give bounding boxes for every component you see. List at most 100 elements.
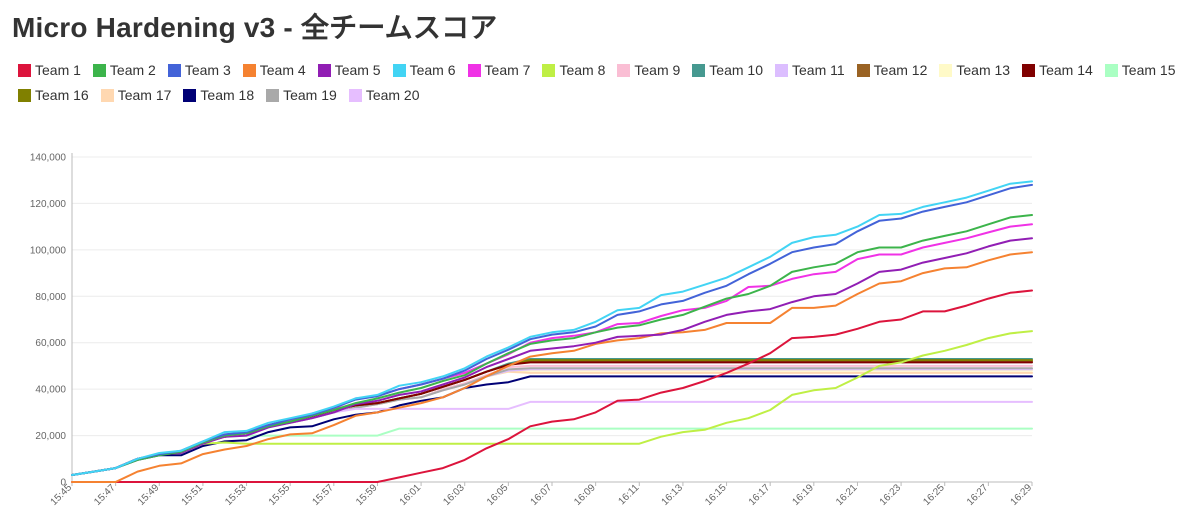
- legend-swatch: [392, 63, 406, 77]
- legend-label: Team 18: [200, 87, 255, 103]
- x-tick-label: 15:57: [310, 482, 336, 508]
- legend-swatch: [18, 88, 31, 102]
- legend-swatch: [348, 88, 362, 102]
- x-tick-label: 16:07: [529, 482, 555, 508]
- series-line: [71, 180, 1033, 476]
- series-line: [71, 214, 1033, 476]
- y-tick-label: 40,000: [35, 385, 66, 396]
- legend-swatch: [18, 63, 31, 77]
- x-tick-label: 16:27: [965, 482, 991, 508]
- legend-item[interactable]: Team 5: [317, 62, 381, 78]
- x-tick-label: 16:17: [747, 482, 773, 508]
- x-tick-label: 15:59: [354, 482, 380, 508]
- legend-label: Team 16: [35, 87, 89, 103]
- legend-label: Team 20: [365, 87, 420, 103]
- legend-swatch: [542, 63, 556, 77]
- legend-item[interactable]: Team 11: [775, 62, 845, 78]
- series-line: [71, 370, 1033, 476]
- legend-label: Team 14: [1039, 62, 1093, 78]
- series-line: [71, 289, 1033, 483]
- y-tick-label: 100,000: [30, 245, 67, 256]
- legend-label: Team 2: [109, 62, 156, 78]
- chart-title: Micro Hardening v3 - 全チームスコア: [12, 12, 498, 43]
- x-tick-label: 16:05: [485, 482, 511, 508]
- legend-label: Team 4: [259, 62, 306, 78]
- series-line: [71, 360, 1033, 476]
- y-tick-label: 0: [60, 478, 66, 489]
- y-tick-label: 140,000: [30, 153, 67, 164]
- x-tick-label: 16:25: [921, 482, 947, 508]
- legend-item[interactable]: Team 18: [183, 87, 254, 103]
- legend-swatch: [617, 63, 631, 77]
- legend-item[interactable]: Team 15: [1104, 62, 1176, 78]
- x-tick-label: 16:09: [572, 482, 598, 508]
- x-tick-label: 16:29: [1009, 482, 1035, 508]
- legend-swatch: [939, 63, 953, 77]
- x-tick-label: 16:13: [660, 482, 686, 508]
- legend-swatch: [317, 63, 331, 77]
- y-tick-label: 20,000: [35, 431, 66, 442]
- series-line: [71, 330, 1033, 476]
- legend-item[interactable]: Team 8: [542, 62, 605, 78]
- legend-label: Team 12: [873, 62, 928, 78]
- x-tick-label: 16:03: [441, 482, 467, 508]
- x-tick-label: 16:23: [878, 482, 904, 508]
- x-tick-label: 16:19: [790, 482, 816, 508]
- legend-swatch: [467, 63, 481, 77]
- legend-label: Team 6: [409, 62, 456, 78]
- x-tick-label: 15:49: [136, 482, 162, 508]
- series-line: [71, 375, 1033, 476]
- x-tick-label: 16:01: [398, 482, 424, 508]
- series-line: [71, 364, 1033, 476]
- legend-swatch: [692, 63, 706, 77]
- legend-item[interactable]: Team 2: [92, 62, 156, 78]
- legend-label: Team 8: [559, 62, 606, 78]
- legend-swatch: [266, 88, 280, 102]
- legend-item[interactable]: Team 20: [348, 87, 420, 103]
- legend-item[interactable]: Team 12: [856, 62, 928, 78]
- legend-label: Team 19: [283, 87, 337, 103]
- legend-swatch: [167, 63, 181, 77]
- series-line: [71, 361, 1033, 476]
- legend-swatch: [242, 63, 256, 77]
- legend-label: Team 3: [184, 62, 231, 78]
- x-tick-label: 16:21: [834, 482, 860, 508]
- y-tick-label: 80,000: [35, 292, 66, 303]
- chart-legend: Team 1 Team 2 Team 3 Team 4 Team 5 Team 6 Team…: [18, 62, 1198, 103]
- x-tick-label: 15:51: [180, 482, 206, 508]
- legend-label: Team 1: [35, 62, 81, 78]
- legend-label: Team 5: [334, 62, 381, 78]
- series-line: [71, 251, 1033, 483]
- x-tick-label: 15:53: [223, 482, 249, 508]
- legend-swatch: [856, 63, 870, 77]
- legend-swatch: [775, 63, 788, 77]
- series-line: [71, 183, 1033, 476]
- legend-item[interactable]: Team 1: [18, 62, 81, 78]
- legend-swatch: [92, 63, 106, 77]
- legend-item[interactable]: Team 16: [18, 87, 89, 103]
- legend-item[interactable]: Team 13: [939, 62, 1010, 78]
- legend-item[interactable]: Team 9: [617, 62, 680, 78]
- legend-swatch: [100, 88, 114, 102]
- series-line: [71, 237, 1033, 476]
- legend-item[interactable]: Team 7: [467, 62, 530, 78]
- legend-label: Team 17: [117, 87, 172, 103]
- legend-label: Team 10: [709, 62, 763, 78]
- legend-label: Team 13: [956, 62, 1011, 78]
- x-tick-label: 15:47: [92, 482, 118, 508]
- y-tick-label: 60,000: [35, 338, 66, 349]
- legend-row: Team 1 Team 2 Team 3 Team 4 Team 5 Team 6 Team…: [18, 62, 1198, 103]
- legend-item[interactable]: Team 6: [392, 62, 456, 78]
- legend-item[interactable]: Team 3: [167, 62, 231, 78]
- legend-label: Team 15: [1121, 62, 1176, 78]
- legend-item[interactable]: Team 14: [1022, 62, 1093, 78]
- legend-label: Team 11: [792, 62, 845, 78]
- legend-item[interactable]: Team 19: [266, 87, 337, 103]
- legend-item[interactable]: Team 17: [100, 87, 172, 103]
- legend-item[interactable]: Team 10: [692, 62, 763, 78]
- x-tick-label: 16:11: [616, 482, 641, 507]
- x-tick-label: 16:15: [703, 482, 729, 508]
- legend-item[interactable]: Team 4: [242, 62, 306, 78]
- y-tick-label: 120,000: [30, 199, 67, 210]
- x-tick-label: 15:55: [267, 482, 293, 508]
